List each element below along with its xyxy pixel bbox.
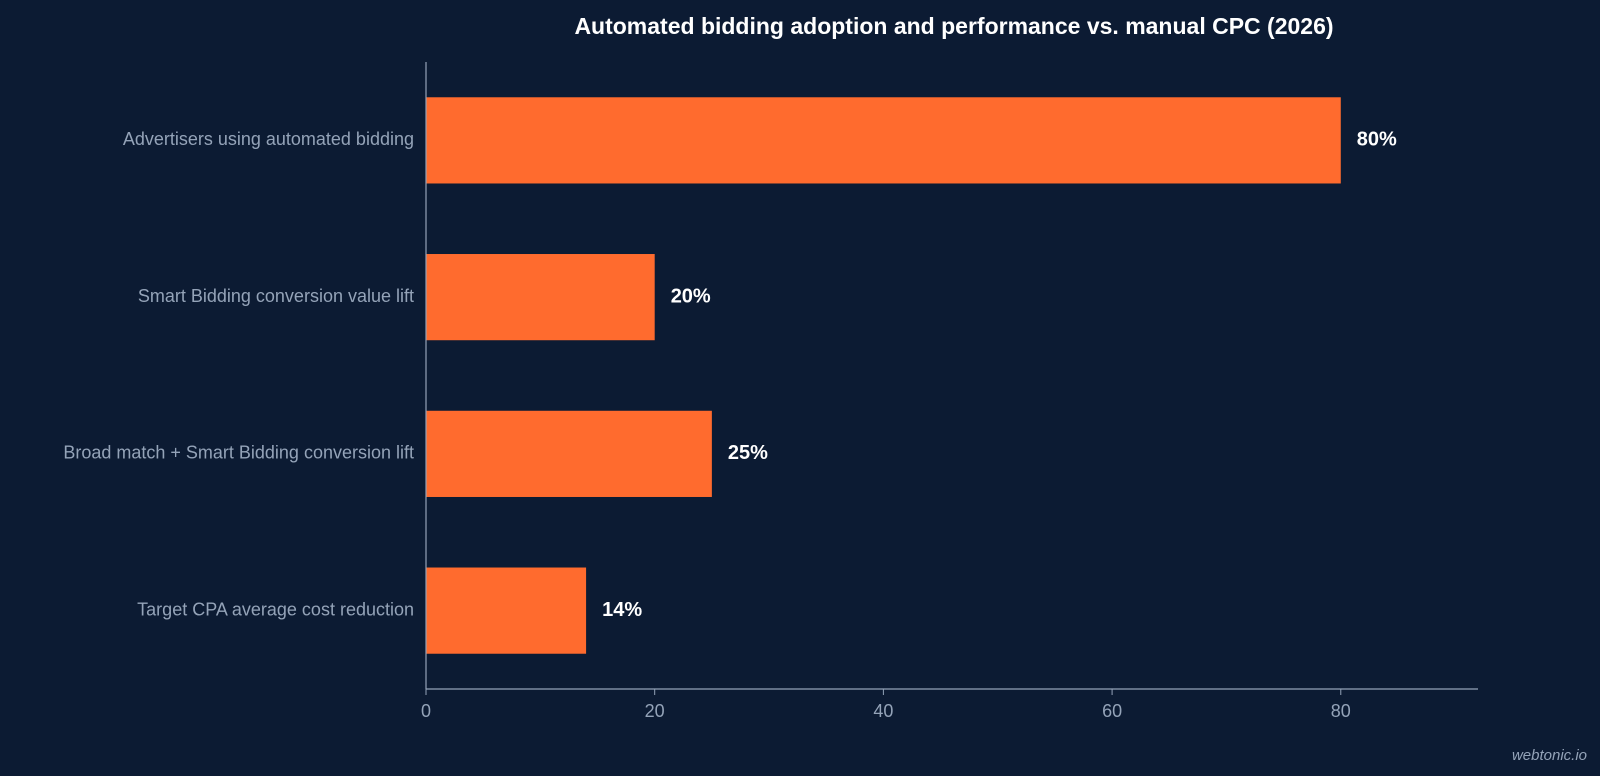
value-label-0: 80% — [1357, 129, 1397, 151]
bar-2 — [426, 410, 712, 497]
category-label-0: Advertisers using automated bidding — [123, 129, 414, 149]
value-label-1: 20% — [671, 285, 711, 307]
category-label-2: Broad match + Smart Bidding conversion l… — [63, 443, 414, 463]
x-tick-label-0: 0 — [421, 701, 431, 721]
bar-1 — [426, 254, 655, 341]
category-label-1: Smart Bidding conversion value lift — [138, 286, 414, 306]
x-tick-label-4: 80 — [1331, 701, 1351, 721]
value-label-3: 14% — [602, 599, 642, 621]
x-tick-label-3: 60 — [1102, 701, 1122, 721]
chart-title: Automated bidding adoption and performan… — [574, 13, 1333, 39]
value-label-2: 25% — [728, 442, 768, 464]
plot-area: Advertisers using automated bidding 80% Sm… — [63, 62, 1478, 721]
bar-0 — [426, 97, 1341, 184]
x-tick-label-2: 40 — [873, 701, 893, 721]
watermark: webtonic.io — [1512, 747, 1587, 764]
category-label-3: Target CPA average cost reduction — [137, 599, 414, 619]
x-tick-label-1: 20 — [645, 701, 665, 721]
bar-3 — [426, 567, 587, 654]
